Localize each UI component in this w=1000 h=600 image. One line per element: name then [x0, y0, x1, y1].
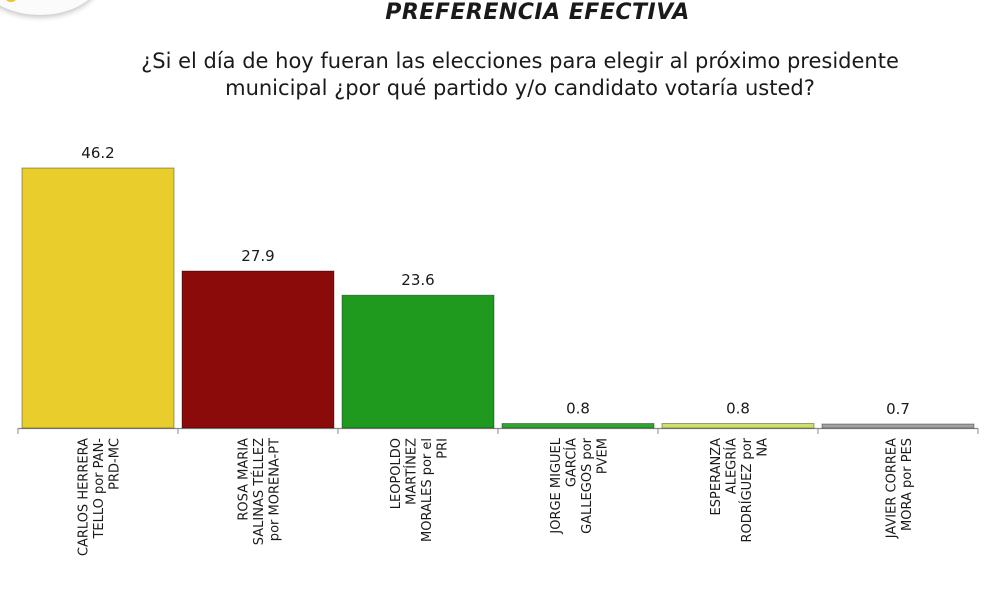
bar-1: [21, 167, 175, 429]
bar-4: [501, 422, 655, 429]
data-label: 0.7: [886, 400, 910, 418]
bar-3: [341, 294, 495, 429]
category-label-line: MORA por PES: [900, 438, 915, 531]
category-label-line: RODRÍGUEZ por: [739, 437, 755, 542]
svg-text:JORGE MIGUELGARCÍAGALLEGOS por: JORGE MIGUELGARCÍAGALLEGOS porPVEM: [549, 437, 611, 534]
category-label-line: PVEM: [595, 438, 610, 474]
category-label-line: ALEGRÍA: [723, 438, 739, 494]
data-label: 46.2: [81, 144, 114, 162]
category-label: LEOPOLDOMARTÍNEZMORALES por elPRI: [389, 438, 451, 542]
category-label-line: ROSA MARIA: [237, 438, 252, 521]
category-label: JORGE MIGUELGARCÍAGALLEGOS porPVEM: [549, 437, 611, 534]
bar-2: [181, 270, 335, 429]
bar-5: [661, 422, 815, 429]
svg-text:CARLOS HERRERATELLO por PAN-PR: CARLOS HERRERATELLO por PAN-PRD-MC: [77, 438, 123, 556]
svg-text:ROSA MARIASALINAS TÉLLEZpor MO: ROSA MARIASALINAS TÉLLEZpor MORENA-PT: [237, 438, 283, 545]
data-label: 0.8: [566, 399, 590, 417]
category-label-line: JORGE MIGUEL: [549, 437, 564, 534]
category-label-line: GALLEGOS por: [580, 437, 595, 534]
data-label: 0.8: [726, 399, 750, 417]
svg-text:ESPERANZAALEGRÍARODRÍGUEZ porN: ESPERANZAALEGRÍARODRÍGUEZ porNA: [709, 437, 771, 542]
category-label-line: por MORENA-PT: [268, 438, 283, 541]
survey-question: ¿Si el día de hoy fueran las elecciones …: [0, 48, 1000, 102]
bar-6: [821, 423, 975, 429]
category-label-line: PRI: [435, 438, 450, 459]
category-label-line: LEOPOLDO: [389, 438, 404, 509]
survey-question-line-1: ¿Si el día de hoy fueran las elecciones …: [141, 49, 899, 73]
category-label-line: MORALES por el: [420, 438, 435, 542]
category-label-line: NA: [755, 438, 770, 457]
survey-question-line-2: municipal ¿por qué partido y/o candidato…: [225, 76, 815, 100]
category-label: ESPERANZAALEGRÍARODRÍGUEZ porNA: [709, 437, 771, 542]
category-label-line: PRD-MC: [108, 438, 123, 490]
category-label-line: JAVIER CORREA: [884, 438, 899, 539]
category-label-line: ESPERANZA: [709, 438, 724, 516]
category-label: JAVIER CORREAMORA por PES: [884, 438, 915, 539]
data-label: 23.6: [401, 271, 434, 289]
data-label: 27.9: [241, 247, 274, 265]
category-label: ROSA MARIASALINAS TÉLLEZpor MORENA-PT: [237, 438, 283, 545]
category-label-line: GARCÍA: [563, 438, 579, 487]
svg-text:JAVIER CORREAMORA por PES: JAVIER CORREAMORA por PES: [884, 438, 915, 539]
category-label-line: MARTÍNEZ: [403, 438, 419, 505]
category-label-line: SALINAS TÉLLEZ: [251, 438, 267, 545]
category-label-line: TELLO por PAN-: [92, 438, 107, 540]
svg-text:LEOPOLDOMARTÍNEZMORALES por el: LEOPOLDOMARTÍNEZMORALES por elPRI: [389, 438, 451, 542]
category-label-line: CARLOS HERRERA: [77, 438, 92, 556]
chart-title: PREFERENCIA EFECTIVA: [385, 0, 690, 25]
category-label: CARLOS HERRERATELLO por PAN-PRD-MC: [77, 438, 123, 556]
